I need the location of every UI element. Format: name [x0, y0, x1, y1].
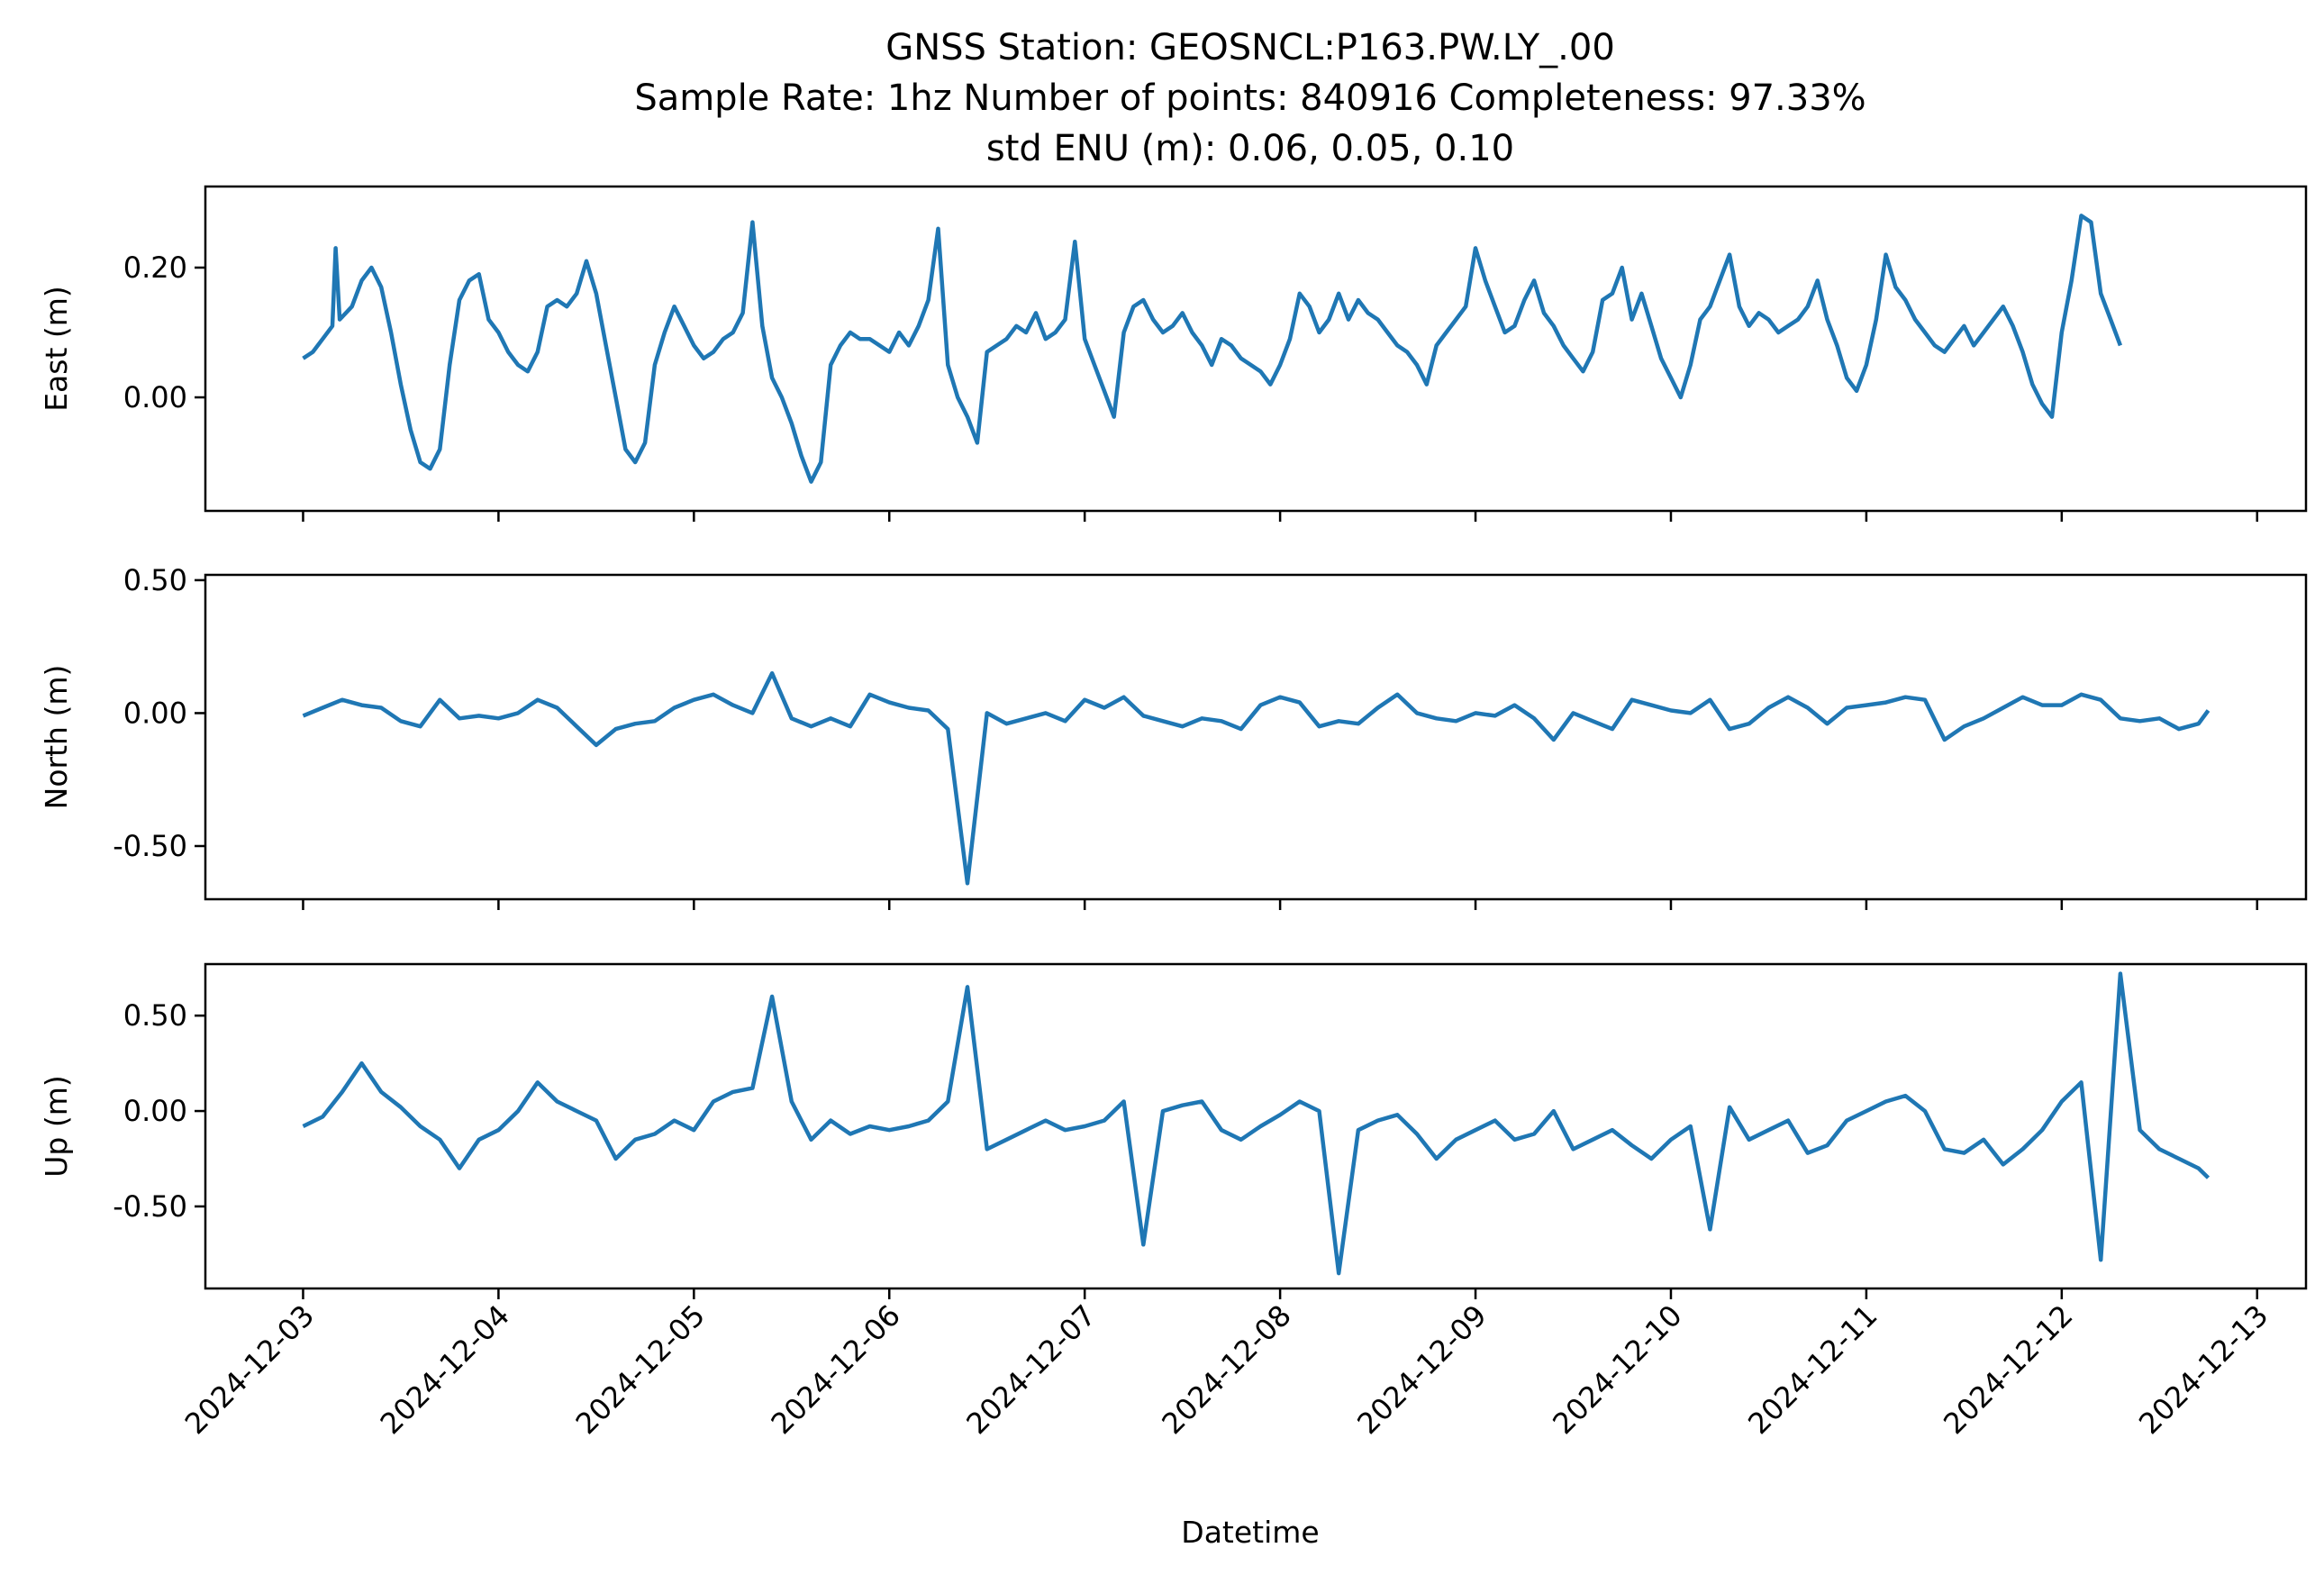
- chart-title-line-3: std ENU (m): 0.06, 0.05, 0.10: [986, 128, 1514, 169]
- up-ylabel: Up (m): [39, 1075, 74, 1178]
- north-axes-frame: [204, 573, 2308, 901]
- north-ylabel: North (m): [39, 665, 74, 810]
- up-ytick-label: -0.50: [113, 1189, 187, 1224]
- north-ytick-label: 0.50: [123, 563, 187, 597]
- up-ytick-label: 0.50: [123, 998, 187, 1033]
- chart-title-line-2: Sample Rate: 1hz Number of points: 84091…: [634, 77, 1866, 119]
- north-ytick-label: -0.50: [113, 829, 187, 863]
- north-series-line: [302, 670, 2211, 886]
- east-series-line: [302, 214, 2123, 484]
- east-ytick-label: 0.00: [123, 380, 187, 414]
- east-ytick-label: 0.20: [123, 250, 187, 285]
- x-axis-label: Datetime: [1181, 1515, 1319, 1550]
- chart-title-line-1: GNSS Station: GEOSNCL:P163.PW.LY_.00: [885, 27, 1615, 68]
- up-axes-frame: [204, 962, 2308, 1290]
- east-panel: 0.20 0.00 East (m): [39, 185, 2308, 522]
- north-ytick-label: 0.00: [123, 696, 187, 730]
- north-panel: 0.50 0.00 -0.50 North (m): [39, 563, 2308, 910]
- east-ylabel: East (m): [39, 286, 74, 412]
- up-ytick-label: 0.00: [123, 1094, 187, 1128]
- east-axes-frame: [204, 185, 2308, 513]
- up-series-line: [302, 971, 2211, 1276]
